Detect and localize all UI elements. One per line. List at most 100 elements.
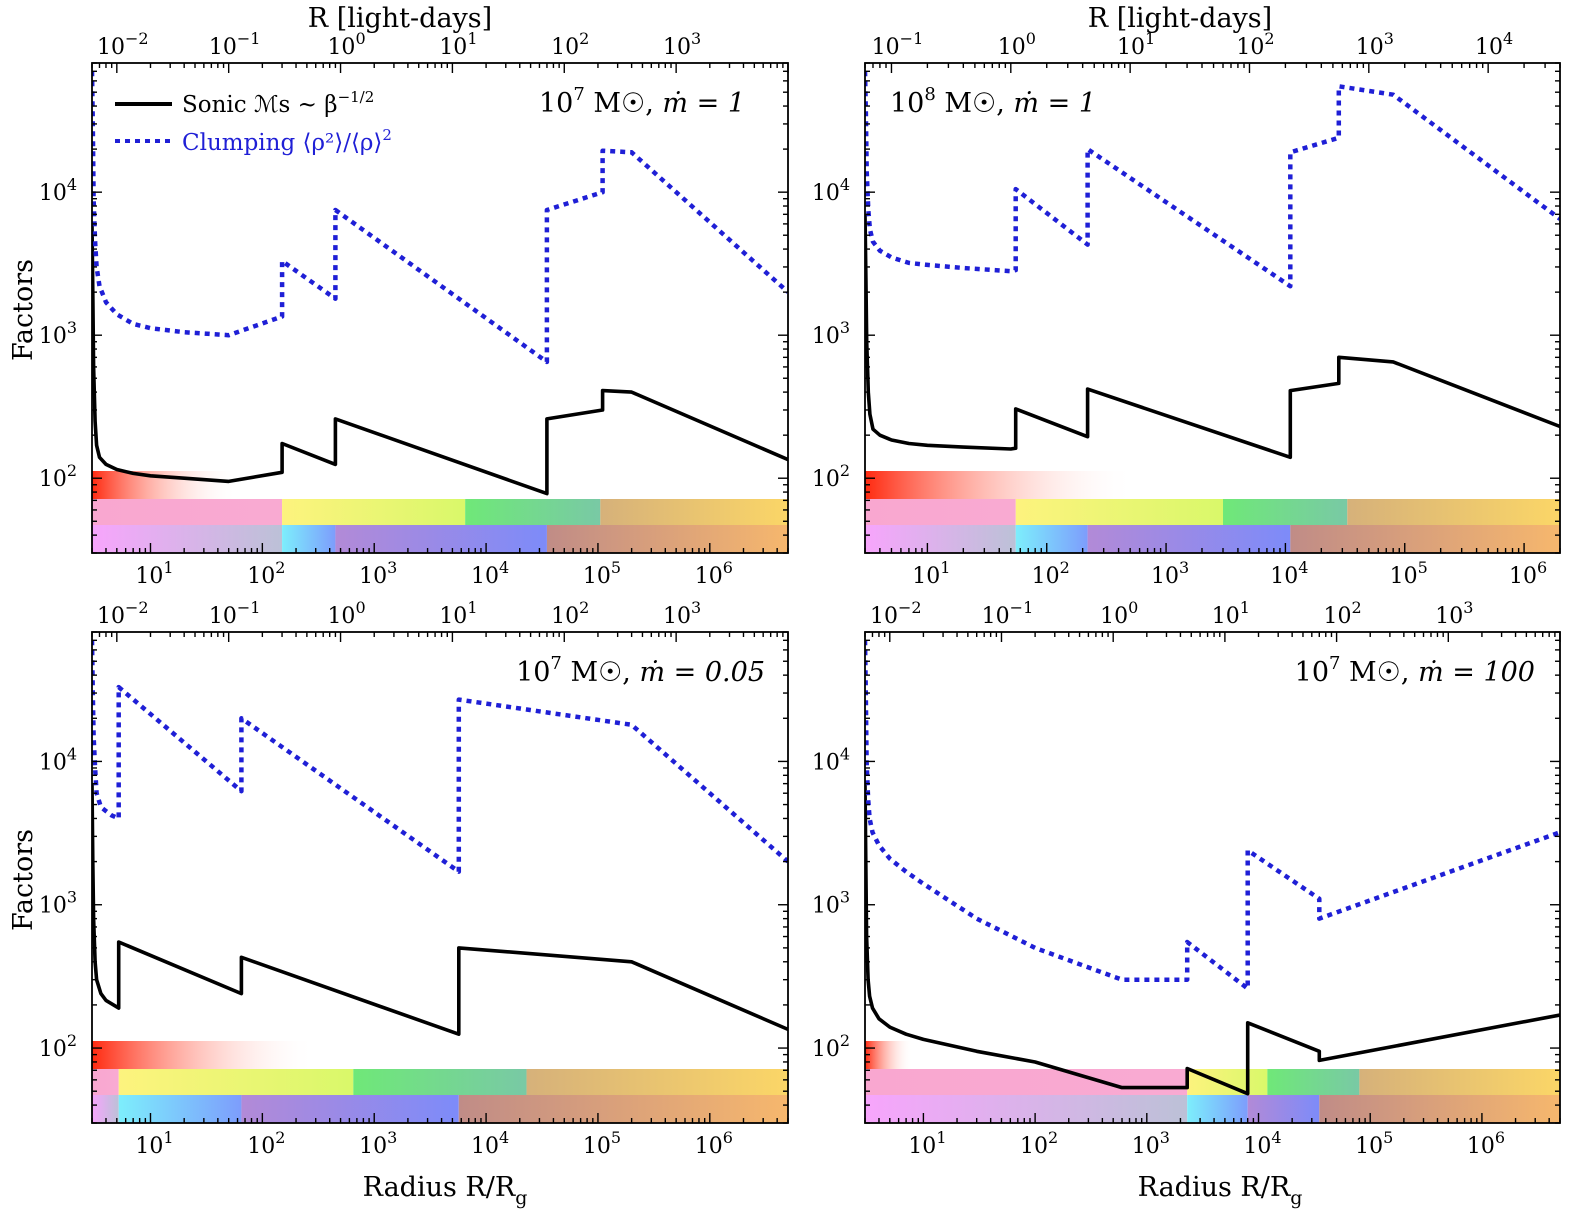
band-red-gradient [92,1041,316,1069]
panel-2: 101 102 103 104 105 106 102 103 104 10−1 100 101 102… [812,29,1561,589]
y-tick-label: 103 [39,888,77,919]
plot-frame [864,631,1561,1124]
band-middle-segment [118,1069,354,1095]
x-tick-label: 106 [695,558,733,589]
region-bands [92,1041,788,1123]
top-tick-label: 101 [439,598,477,629]
top-tick-label: 10−1 [209,29,261,60]
top-tick-label: 10−1 [982,598,1034,629]
band-bottom-segment [1247,1095,1320,1123]
y-axis-label-bottom: Factors [8,829,39,931]
y-tick-label: 103 [812,318,850,349]
y-tick-label: 103 [39,318,77,349]
panel-1: 101 102 103 104 105 106 102 103 104 10−2 10−1 100 10… [39,29,789,589]
ticks [91,62,789,554]
band-bottom-segment [118,1095,242,1123]
x-tick-label: 101 [908,1128,946,1159]
top-tick-label: 103 [663,598,701,629]
top-tick-label: 102 [1324,598,1362,629]
top-tick-label: 101 [1212,598,1250,629]
top-tick-label: 102 [551,598,589,629]
x-tick-label: 105 [1390,558,1428,589]
panel-1-title: 107 M☉, ṁ = 1 [539,84,745,119]
top-tick-label: 101 [439,29,477,60]
bottom-axis-label-left: Radius R/Rg [363,1172,528,1209]
band-bottom-segment [458,1095,788,1123]
x-tick-label: 105 [1355,1128,1393,1159]
band-bottom-segment [282,525,336,553]
band-bottom-segment [1015,525,1088,553]
y-tick-label: 102 [812,1031,850,1062]
top-tick-label: 101 [1117,29,1155,60]
band-bottom-segment [92,525,283,553]
region-bands [92,471,788,553]
x-tick-label: 104 [1270,558,1308,589]
x-tick-label: 104 [471,1128,509,1159]
ticks [864,631,1561,1124]
x-tick-label: 101 [912,558,950,589]
band-middle-segment [1015,499,1224,525]
x-tick-label: 101 [135,558,173,589]
top-tick-label: 10−2 [97,29,149,60]
top-tick-label: 100 [998,29,1036,60]
ticks [91,631,789,1124]
top-tick-label: 100 [327,29,365,60]
top-tick-label: 102 [1236,29,1274,60]
x-tick-label: 106 [695,1128,733,1159]
band-middle-segment [92,499,283,525]
x-tick-label: 105 [583,558,621,589]
plot-frame [91,631,789,1124]
band-bottom-segment [546,525,788,553]
x-tick-label: 103 [1151,558,1189,589]
x-tick-label: 106 [1509,558,1547,589]
x-tick-label: 101 [135,1128,173,1159]
panel-3: 101 102 103 104 105 106 102 103 104 10−2 10−1 100 10… [39,598,789,1159]
region-bands [865,1041,1560,1123]
band-middle-segment [865,1069,1188,1095]
x-tick-label: 103 [359,558,397,589]
y-axis-label-top: Factors [8,259,39,361]
band-middle-segment [865,499,1016,525]
top-tick-label: 102 [551,29,589,60]
plot-frame [864,62,1561,554]
bottom-axis-label-right: Radius R/Rg [1138,1172,1303,1209]
band-bottom-segment [865,1095,1188,1123]
panel-3-title: 107 M☉, ṁ = 0.05 [516,653,765,688]
region-bands [865,471,1560,553]
top-tick-label: 100 [327,598,365,629]
panel-4: 101 102 103 104 105 106 102 103 104 10−2 10−1 100 10… [812,598,1561,1159]
ticks [864,62,1561,554]
clumping-line [92,640,788,874]
x-tick-label: 102 [247,1128,285,1159]
plot-frame [91,62,789,554]
band-red-gradient [865,1041,913,1069]
clumping-line [92,71,788,365]
band-bottom-segment [1319,1095,1560,1123]
y-tick-label: 104 [39,175,77,206]
y-tick-label: 104 [812,744,850,775]
x-tick-label: 103 [1132,1128,1170,1159]
band-middle-segment [465,499,601,525]
top-axis-label-panel-2: R [light-days] [1088,3,1272,34]
band-bottom-segment [1087,525,1291,553]
top-tick-label: 103 [1356,29,1394,60]
band-middle-segment [1359,1069,1560,1095]
sonic-line [92,783,788,1036]
top-tick-label: 10−1 [872,29,924,60]
top-tick-label: 10−2 [870,598,922,629]
top-tick-label: 104 [1475,29,1513,60]
panel-2-title: 108 M☉, ṁ = 1 [890,84,1096,119]
top-tick-label: 10−2 [97,598,149,629]
sonic-line [865,783,1560,1096]
top-axis-label-panel-1: R [light-days] [308,3,492,34]
y-tick-label: 102 [39,1031,77,1062]
band-bottom-segment [1290,525,1560,553]
x-tick-label: 104 [471,558,509,589]
x-tick-label: 106 [1467,1128,1505,1159]
top-tick-label: 103 [1435,598,1473,629]
top-tick-label: 103 [663,29,701,60]
legend-sonic-label: Sonic ℳs ~ β−1/2 [182,88,374,118]
clumping-line [865,71,1560,289]
band-red-gradient [865,471,1136,499]
